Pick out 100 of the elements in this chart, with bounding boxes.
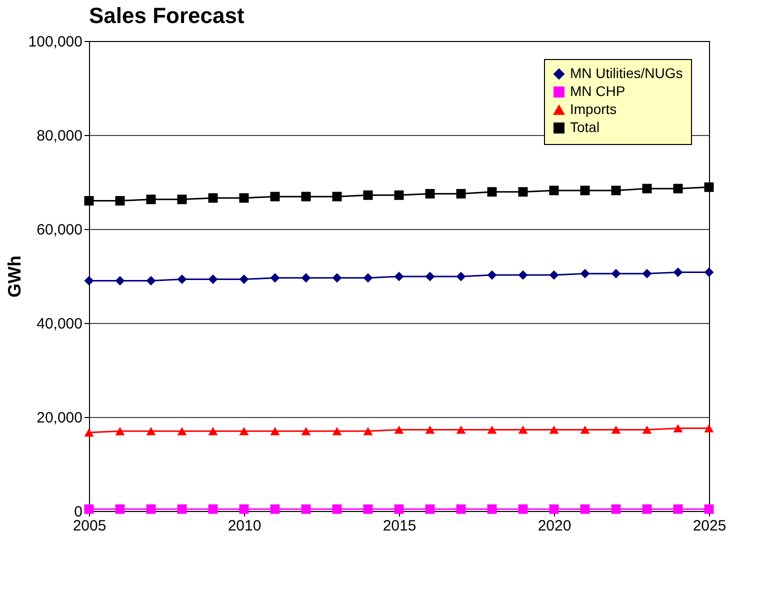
- point: [704, 267, 714, 277]
- point: [84, 504, 94, 514]
- y-axis-title: GWh: [4, 256, 24, 298]
- y-tick-label: 0: [74, 504, 82, 520]
- point: [146, 194, 156, 204]
- point: [301, 504, 311, 514]
- point: [580, 268, 590, 278]
- x-tick-label: 2010: [228, 518, 262, 534]
- point: [332, 273, 342, 283]
- point: [487, 426, 497, 434]
- point: [301, 192, 311, 202]
- point: [363, 504, 373, 514]
- y-tick-label: 60,000: [36, 222, 82, 238]
- point: [425, 272, 435, 282]
- point: [146, 276, 156, 286]
- chart-title: Sales Forecast: [89, 3, 245, 28]
- point: [518, 426, 528, 434]
- point: [549, 426, 559, 434]
- point: [487, 187, 497, 197]
- point: [549, 186, 559, 196]
- point: [456, 504, 466, 514]
- point: [270, 504, 280, 514]
- y-tick-label: 80,000: [36, 128, 82, 144]
- y-tick-label: 40,000: [36, 316, 82, 332]
- point: [704, 504, 714, 514]
- legend-label: Total: [570, 119, 600, 135]
- point: [425, 189, 435, 198]
- point: [704, 424, 714, 432]
- x-tick-label: 2005: [72, 518, 106, 534]
- point: [549, 504, 559, 514]
- point: [301, 273, 311, 283]
- point: [642, 268, 652, 278]
- point: [115, 426, 125, 436]
- point: [642, 504, 652, 514]
- point: [580, 504, 590, 514]
- point: [270, 273, 280, 283]
- point: [301, 426, 311, 436]
- x-tick-label: 2015: [382, 518, 416, 534]
- x-tick-label: 2025: [692, 518, 726, 534]
- point: [177, 194, 187, 204]
- point: [673, 267, 683, 277]
- point: [425, 504, 435, 514]
- point: [332, 504, 342, 514]
- point: [208, 426, 218, 436]
- point: [84, 428, 94, 437]
- x-tick-label: 2020: [538, 518, 572, 534]
- point: [518, 504, 528, 514]
- point: [425, 426, 435, 434]
- y-tick-label: 100,000: [28, 34, 82, 50]
- point: [115, 504, 125, 514]
- point: [456, 426, 466, 434]
- point: [673, 504, 683, 514]
- point: [456, 189, 466, 198]
- point: [115, 196, 125, 206]
- point: [673, 184, 683, 194]
- point: [611, 426, 621, 434]
- point: [456, 272, 466, 282]
- point: [394, 426, 404, 434]
- point: [177, 426, 187, 436]
- point: [642, 184, 652, 194]
- point: [394, 190, 404, 200]
- point: [239, 504, 249, 514]
- point: [673, 424, 683, 432]
- point: [208, 504, 218, 514]
- point: [363, 190, 373, 200]
- point: [84, 196, 94, 206]
- point: [239, 426, 249, 436]
- point: [270, 426, 280, 436]
- point: [146, 426, 156, 436]
- point: [208, 193, 218, 203]
- point: [487, 270, 497, 280]
- point: [239, 274, 249, 284]
- point: [177, 504, 187, 514]
- point: [518, 270, 528, 280]
- point: [580, 186, 590, 196]
- point: [363, 273, 373, 283]
- point: [611, 504, 621, 514]
- point: [580, 426, 590, 434]
- point: [332, 192, 342, 202]
- point: [611, 268, 621, 278]
- point: [611, 186, 621, 196]
- point: [146, 504, 156, 514]
- point: [518, 187, 528, 197]
- point: [394, 504, 404, 514]
- point: [363, 426, 373, 436]
- point: [549, 270, 559, 280]
- point: [487, 504, 497, 514]
- y-tick-label: 20,000: [36, 410, 82, 426]
- point: [394, 272, 404, 282]
- legend-label: MN Utilities/NUGs: [570, 65, 683, 81]
- point: [642, 426, 652, 434]
- legend-label: Imports: [570, 101, 617, 117]
- point: [332, 426, 342, 436]
- point: [84, 276, 94, 286]
- legend-label: MN CHP: [570, 83, 626, 99]
- point: [208, 274, 218, 284]
- point: [177, 274, 187, 284]
- point: [115, 276, 125, 286]
- point: [270, 192, 280, 202]
- point: [704, 182, 714, 192]
